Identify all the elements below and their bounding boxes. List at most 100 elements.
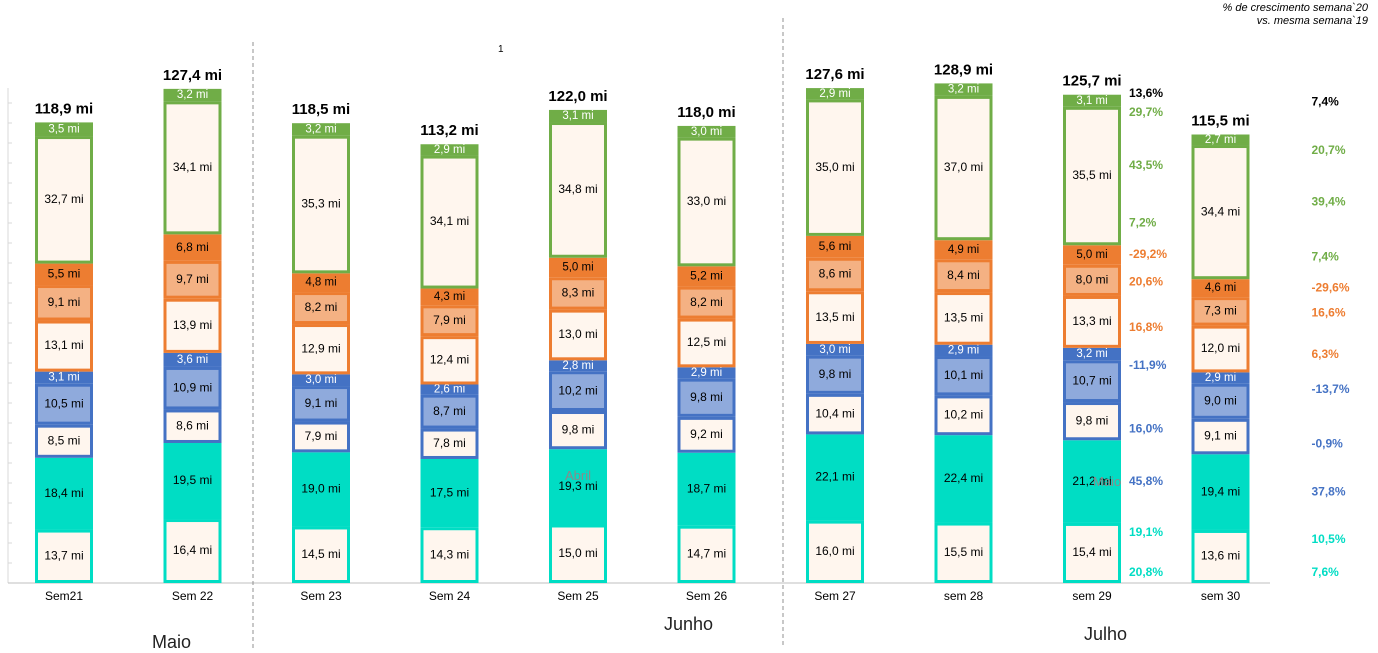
bar-segment [934,95,993,241]
segment-label: 15,4 mi [1072,545,1111,559]
segment-label: 13,1 mi [44,338,83,352]
bar-segment [1063,440,1121,523]
bar-segment [35,263,93,286]
segment-label: 35,5 mi [1072,168,1111,182]
bar-segment [163,366,222,410]
segment-label: 33,0 mi [687,194,726,208]
bar-segment [1191,297,1250,326]
bar-segment [934,83,993,96]
bar-total-label: 127,4 mi [163,67,222,84]
bar-segment [292,273,350,293]
bar-segment [1063,522,1121,584]
bar-segment [163,442,222,520]
bar-segment [292,324,350,375]
bar-segment [549,524,607,583]
growth-label-sem29: 45,8% [1129,474,1163,488]
bar-segment [292,123,350,136]
segment-label: 2,9 mi [819,88,850,100]
segment-label: 9,1 mi [1204,429,1237,443]
bar-segment [163,352,222,367]
bar-segment [934,259,993,293]
segment-label: 14,5 mi [301,547,340,561]
growth-label-sem30: 10,5% [1312,532,1346,546]
segment-label: 13,7 mi [44,548,83,562]
bar-segment [806,88,864,100]
segment-label: 8,2 mi [690,295,723,309]
bar-segment [549,122,607,258]
segment-label: 13,9 mi [173,318,212,332]
segment-label: 2,6 mi [434,384,465,396]
bar-segment [420,305,479,337]
segment-label: 3,0 mi [305,374,336,386]
segment-label: 8,3 mi [562,286,595,300]
bar-total-label: 118,5 mi [292,101,350,118]
bar-segment [292,421,350,453]
segment-label: 3,1 mi [1076,95,1107,107]
bar-segment [35,383,93,425]
bar-total-label: 125,7 mi [1062,73,1121,90]
bar-segment [1063,295,1121,348]
bar-segment [806,343,864,356]
bar-segment [677,286,736,319]
segment-label: 15,5 mi [944,545,983,559]
segment-label: 34,1 mi [430,214,469,228]
x-tick-label: sem 30 [1201,589,1241,603]
bar-segment [1063,402,1121,441]
segment-label: 2,8 mi [562,360,593,372]
x-tick-label: Sem 27 [814,589,856,603]
segment-label: 14,7 mi [687,547,726,561]
bar-segment [1063,360,1121,403]
segment-label: 9,0 mi [1204,393,1237,407]
segment-label: 9,8 mi [1076,413,1109,427]
bar-total-label: 115,5 mi [1191,112,1249,129]
bar-segment [677,318,736,368]
bar-total-label: 127,6 mi [805,66,864,83]
segment-label: 3,6 mi [177,354,208,366]
bar-segment [1191,325,1250,373]
bar-segment [420,527,479,583]
bar-segment [35,285,93,321]
x-tick-label: Sem21 [45,589,83,603]
bar-segment [420,394,479,429]
bar-segment [292,135,350,274]
bar-segment [35,529,93,584]
bar-segment [549,449,607,525]
bar-segment [1063,94,1121,107]
bar-segment [934,522,993,583]
segment-label: 10,2 mi [558,383,597,397]
bar-total-label: 113,2 mi [420,122,478,139]
segment-label: 10,4 mi [815,406,854,420]
growth-label-sem29: 16,8% [1129,320,1163,334]
growth-label-sem29: 29,7% [1129,105,1163,119]
segment-label: 9,2 mi [690,427,723,441]
segment-label: 13,0 mi [558,327,597,341]
x-tick-label: Sem 22 [172,589,214,603]
bar-segment [677,266,736,287]
bar-segment [549,411,607,450]
segment-label: 12,0 mi [1201,341,1240,355]
bar-segment [35,122,93,137]
bar-segment [35,457,93,530]
x-tick-label: Sem 24 [429,589,471,603]
growth-label-sem29: 43,5% [1129,158,1163,172]
growth-label-sem29: -11,9% [1129,358,1167,372]
bar-segment [163,409,222,443]
segment-label: 7,8 mi [433,436,466,450]
bar-segment [35,136,93,264]
bar-segment [806,235,864,258]
bar-segment [1191,529,1250,584]
segment-label: 3,2 mi [948,84,979,96]
bar-segment [806,393,864,435]
bar-segment [806,257,864,292]
segment-label: 15,0 mi [558,546,597,560]
segment-label: 9,1 mi [48,295,81,309]
bar-segment [1063,347,1121,361]
bar-segment [934,435,993,523]
segment-label: 4,6 mi [1205,282,1236,294]
segment-label: 35,0 mi [815,160,854,174]
bar-segment [292,292,350,325]
bar-segment [35,320,93,372]
footnote-mark: 1 [498,44,504,55]
bar-segment [420,336,479,385]
bar-total-label: 118,9 mi [35,100,93,117]
